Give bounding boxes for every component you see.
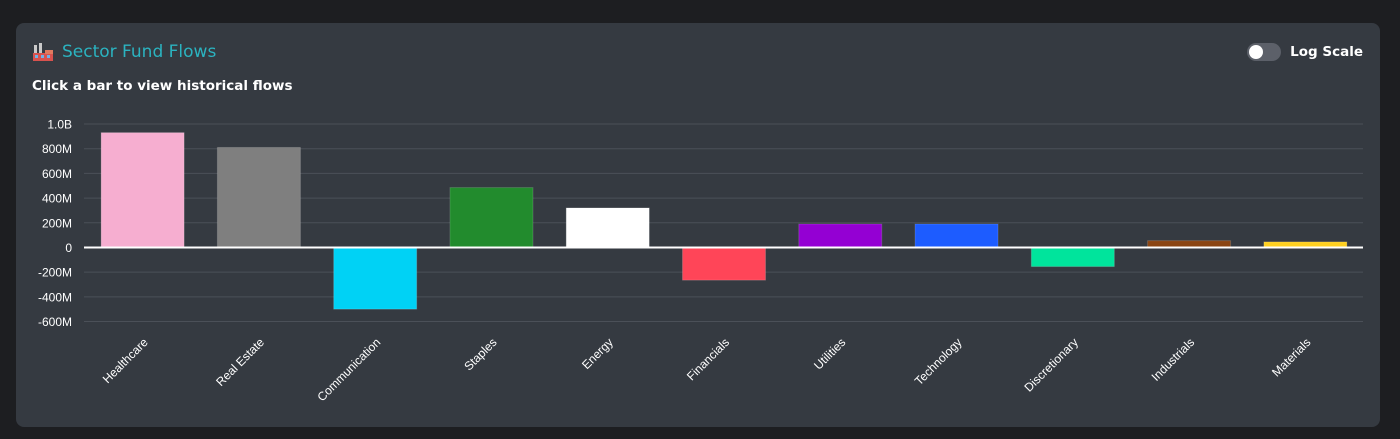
y-tick-label: 400M <box>42 192 72 206</box>
card-title: Sector Fund Flows <box>62 42 217 62</box>
x-tick-label: Staples <box>461 335 499 373</box>
x-tick-label: Utilities <box>811 335 848 372</box>
x-tick-label: Industrials <box>1149 335 1198 384</box>
y-tick-label: -600M <box>38 315 72 329</box>
sector-flows-chart: 1.0B 800M 600M 400M 200M 0 -200M -400M -600M Heal… <box>38 118 1363 404</box>
x-tick-label: Materials <box>1269 335 1313 379</box>
bar-discretionary[interactable] <box>1030 246 1115 268</box>
bar-healthcare[interactable] <box>100 132 185 248</box>
bar-staples[interactable] <box>449 187 534 248</box>
toggle-knob <box>1249 45 1264 59</box>
x-tick-label: Discretionary <box>1022 335 1081 394</box>
bar-financials[interactable] <box>682 246 766 281</box>
y-tick-label: 600M <box>42 167 72 181</box>
card-subtitle: Click a bar to view historical flows <box>32 78 293 94</box>
bar-technology[interactable] <box>914 223 999 248</box>
bar-real-estate[interactable] <box>216 146 301 248</box>
bar-communication[interactable] <box>333 246 418 310</box>
card-header: Sector Fund Flows <box>32 42 216 62</box>
x-tick-label: Financials <box>684 335 732 383</box>
x-tick-label: Communication <box>314 335 383 404</box>
y-tick-label: -400M <box>38 290 72 304</box>
bar-utilities[interactable] <box>798 223 883 248</box>
sector-flows-card: Sector Fund Flows Click a bar to view hi… <box>16 23 1380 427</box>
y-tick-label: 800M <box>42 142 72 156</box>
log-scale-toggle[interactable] <box>1247 43 1282 61</box>
y-tick-label: 200M <box>42 216 72 230</box>
y-tick-label: 0 <box>65 241 72 255</box>
log-scale-control: Log Scale <box>1247 43 1363 61</box>
log-scale-label: Log Scale <box>1290 44 1363 60</box>
y-tick-label: -200M <box>38 266 72 280</box>
x-tick-label: Healthcare <box>100 335 151 386</box>
x-tick-label: Technology <box>912 335 965 388</box>
y-tick-label: 1.0B <box>47 118 72 132</box>
x-tick-label: Real Estate <box>213 335 267 389</box>
factory-icon <box>32 42 54 62</box>
x-tick-label: Energy <box>579 335 616 372</box>
bar-energy[interactable] <box>565 207 650 248</box>
bar-industrials[interactable] <box>1147 240 1232 248</box>
